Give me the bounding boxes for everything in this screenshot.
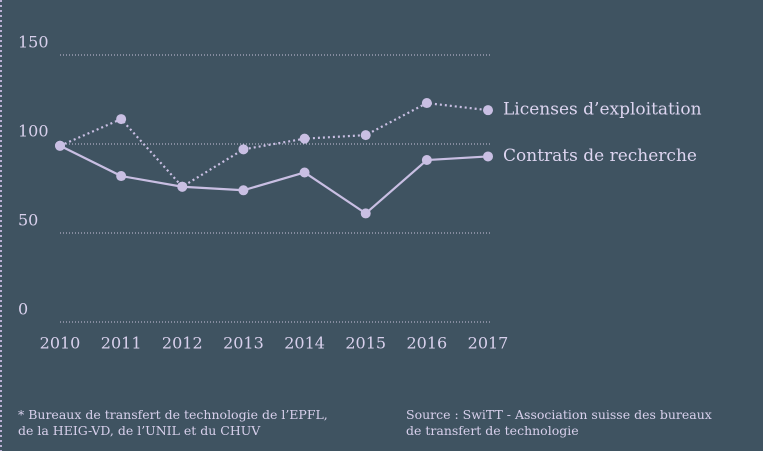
series-line: [59, 144, 489, 215]
x-tick-label: 2017: [468, 334, 509, 353]
y-tick-label: 50: [18, 211, 38, 230]
point: [483, 151, 493, 162]
x-tick-label: 2013: [223, 334, 264, 353]
point: [116, 114, 127, 125]
footnote: * Bureaux de transfert de technologie de…: [18, 407, 328, 422]
point: [360, 208, 371, 219]
point: [238, 144, 249, 155]
y-tick-label: 0: [18, 300, 28, 319]
source: Source : SwiTT - Association suisse des …: [406, 407, 712, 422]
y-tick-label: 150: [18, 33, 49, 52]
point: [116, 171, 127, 182]
point: [238, 185, 249, 196]
point: [299, 133, 310, 144]
series-label: Contrats de recherche: [503, 146, 697, 166]
footnote: de la HEIG-VD, de l’UNIL et du CHUV: [18, 423, 261, 438]
x-tick-label: 2012: [162, 334, 203, 353]
x-tick-label: 2015: [345, 334, 386, 353]
point: [299, 167, 310, 178]
point: [483, 105, 493, 116]
y-tick-label: 100: [18, 122, 49, 141]
series-line: [59, 101, 489, 189]
point: [177, 181, 188, 192]
point: [421, 155, 432, 166]
series-label: Licenses d’exploitation: [503, 100, 702, 120]
x-tick-label: 2014: [284, 334, 325, 353]
point: [55, 140, 65, 151]
x-tick-label: 2016: [406, 334, 447, 353]
point: [421, 98, 432, 109]
point: [360, 130, 371, 141]
source: de transfert de technologie: [406, 423, 579, 438]
x-tick-label: 2011: [101, 334, 142, 353]
x-tick-label: 2010: [40, 334, 81, 353]
